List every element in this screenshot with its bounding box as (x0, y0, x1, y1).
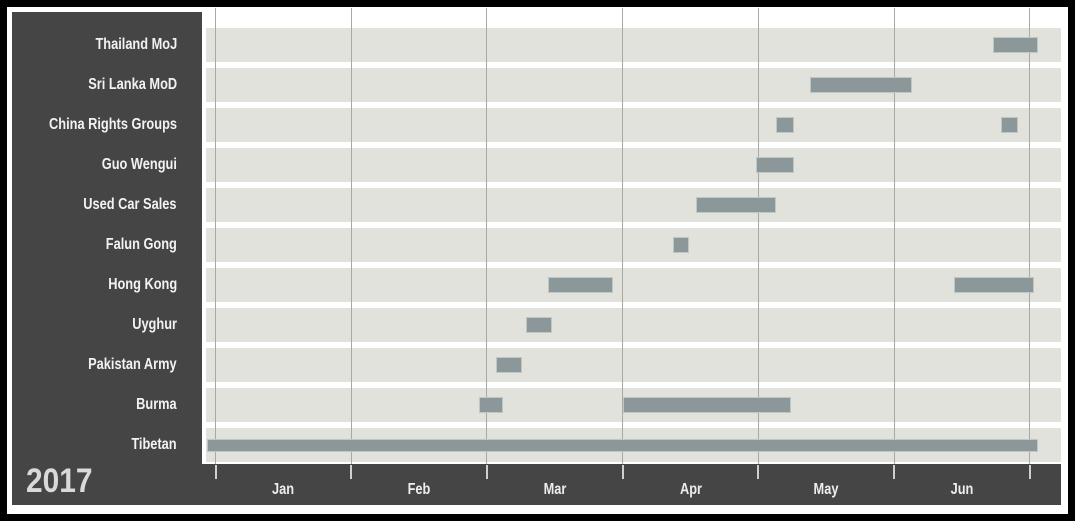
month-label-text: Jan (272, 481, 295, 498)
month-gridline (893, 8, 895, 464)
gantt-bar-china-rights-groups (776, 117, 794, 133)
month-tick (350, 465, 353, 479)
row-label-text: Used Car Sales (83, 196, 177, 213)
row-label-text: Thailand MoJ (95, 36, 177, 53)
month-label-text: Apr (679, 481, 702, 498)
row-band-guo-wengui (206, 148, 1061, 182)
month-label-text: Mar (543, 481, 567, 498)
month-label-apr: Apr (679, 478, 719, 502)
gantt-bar-burma (622, 397, 791, 413)
row-band-hong-kong (206, 268, 1061, 302)
month-tick (214, 465, 217, 479)
gantt-bar-burma (478, 397, 504, 413)
gantt-bar-hong-kong (953, 277, 1034, 293)
row-labels-sidebar: Thailand MoJ Sri Lanka MoD China Rights Gr… (12, 8, 202, 464)
row-label-sri-lanka-mod: Sri Lanka MoD (12, 68, 202, 102)
gantt-bar-falun-gong (672, 237, 690, 253)
year-label: 2017 (26, 462, 102, 501)
row-label-text: Guo Wengui (101, 156, 177, 173)
month-tick (1028, 465, 1031, 479)
row-label-tibetan: Tibetan (12, 428, 202, 462)
row-label-thailand-moj: Thailand MoJ (12, 28, 202, 62)
row-label-text: Burma (136, 396, 177, 413)
row-label-burma: Burma (12, 388, 202, 422)
row-label-pakistan-army: Pakistan Army (12, 348, 202, 382)
month-tick (485, 465, 488, 479)
row-label-text: Sri Lanka MoD (88, 76, 177, 93)
row-band-sri-lanka-mod (206, 68, 1061, 102)
row-band-falun-gong (206, 228, 1061, 262)
row-label-used-car-sales: Used Car Sales (12, 188, 202, 222)
row-band-uyghur (206, 308, 1061, 342)
month-gridline (350, 8, 352, 464)
gantt-bar-used-car-sales (695, 197, 777, 213)
row-label-text: Tibetan (131, 436, 177, 453)
row-label-guo-wengui: Guo Wengui (12, 148, 202, 182)
gantt-chart-panel: Thailand MoJ Sri Lanka MoD China Rights Gr… (12, 8, 1061, 505)
row-label-text: Pakistan Army (88, 356, 177, 373)
row-label-hong-kong: Hong Kong (12, 268, 202, 302)
gantt-bar-pakistan-army (496, 357, 523, 373)
month-label-jun: Jun (951, 478, 990, 502)
month-tick (893, 465, 896, 479)
row-band-used-car-sales (206, 188, 1061, 222)
gantt-bar-uyghur (526, 317, 553, 333)
year-text: 2017 (26, 462, 93, 500)
month-label-text: Jun (950, 481, 974, 498)
month-label-may: May (814, 478, 857, 502)
gantt-bar-china-rights-groups (1001, 117, 1018, 133)
month-gridline (1029, 8, 1031, 464)
row-label-uyghur: Uyghur (12, 308, 202, 342)
gantt-bar-sri-lanka-mod (809, 77, 912, 93)
gantt-bar-thailand-moj (993, 37, 1038, 53)
plot-area (202, 8, 1061, 464)
row-label-text: Hong Kong (108, 276, 177, 293)
month-label-feb: Feb (408, 478, 447, 502)
x-axis: Jan Feb Mar Apr May Jun (202, 464, 1061, 505)
month-gridline (757, 8, 759, 464)
month-gridline (215, 8, 217, 464)
row-label-text: Falun Gong (105, 236, 177, 253)
row-band-pakistan-army (206, 348, 1061, 382)
month-tick (621, 465, 624, 479)
month-label-text: May (813, 481, 839, 498)
row-label-text: China Rights Groups (49, 116, 177, 133)
row-band-china-rights-groups (206, 108, 1061, 142)
month-label-text: Feb (407, 481, 431, 498)
month-gridline (486, 8, 488, 464)
row-label-falun-gong: Falun Gong (12, 228, 202, 262)
month-label-jan: Jan (272, 478, 311, 502)
month-tick (757, 465, 760, 479)
row-label-text: Uyghur (132, 316, 177, 333)
month-label-mar: Mar (543, 478, 583, 502)
row-label-china-rights-groups: China Rights Groups (12, 108, 202, 142)
gantt-bar-tibetan (207, 439, 1038, 452)
gantt-bar-guo-wengui (755, 157, 794, 173)
month-gridline (622, 8, 624, 464)
gantt-bar-hong-kong (548, 277, 614, 293)
row-band-thailand-moj (206, 28, 1061, 62)
